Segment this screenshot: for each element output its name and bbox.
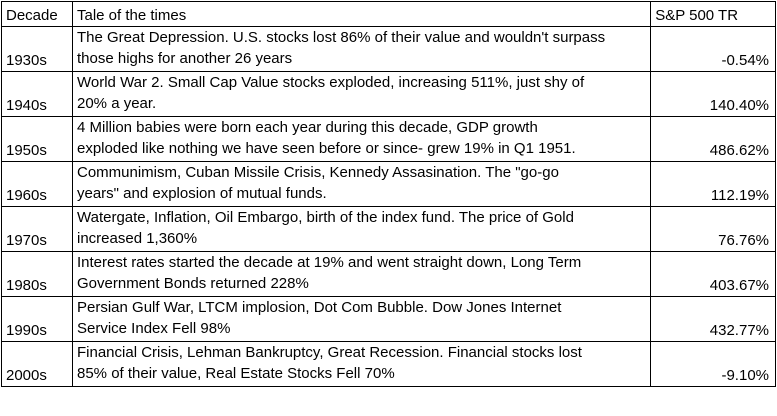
tale-cell: Financial Crisis, Lehman Bankruptcy, Gre… bbox=[71, 341, 652, 387]
tale-cell: Interest rates started the decade at 19%… bbox=[71, 251, 652, 297]
tale-cell: Watergate, Inflation, Oil Embargo, birth… bbox=[71, 206, 652, 252]
decade-cell: 1980s bbox=[1, 251, 73, 297]
tale-line: exploded like nothing we have seen befor… bbox=[77, 140, 576, 157]
return-cell: -9.10% bbox=[650, 341, 776, 387]
tale-cell: Communimism, Cuban Missile Crisis, Kenne… bbox=[71, 161, 652, 207]
header-row: Decade Tale of the times S&P 500 TR bbox=[1, 1, 776, 27]
return-cell: 112.19% bbox=[650, 161, 776, 207]
table-row: 1970s Watergate, Inflation, Oil Embargo,… bbox=[1, 206, 776, 252]
decade-cell: 1950s bbox=[1, 116, 73, 162]
return-cell: 403.67% bbox=[650, 251, 776, 297]
tale-cell: World War 2. Small Cap Value stocks expl… bbox=[71, 71, 652, 117]
tale-line: Government Bonds returned 228% bbox=[77, 275, 309, 292]
return-cell: 76.76% bbox=[650, 206, 776, 252]
decade-cell: 2000s bbox=[1, 341, 73, 387]
tale-line: 20% a year. bbox=[77, 95, 157, 112]
table-row: 1940s World War 2. Small Cap Value stock… bbox=[1, 71, 776, 117]
table-row: 1980s Interest rates started the decade … bbox=[1, 251, 776, 297]
header-decade: Decade bbox=[1, 1, 73, 27]
tale-line: those highs for another 26 years bbox=[77, 50, 293, 67]
tale-line: 85% of their value, Real Estate Stocks F… bbox=[77, 365, 395, 382]
table-body: 1930s The Great Depression. U.S. stocks … bbox=[1, 26, 776, 387]
header-tale: Tale of the times bbox=[71, 1, 652, 27]
tale-line: Interest rates started the decade at 19%… bbox=[77, 254, 582, 271]
table-header: Decade Tale of the times S&P 500 TR bbox=[1, 1, 776, 27]
tale-line: World War 2. Small Cap Value stocks expl… bbox=[77, 74, 585, 91]
decade-returns-table: Decade Tale of the times S&P 500 TR 1930… bbox=[1, 1, 776, 387]
return-cell: 486.62% bbox=[650, 116, 776, 162]
decade-cell: 1960s bbox=[1, 161, 73, 207]
return-cell: -0.54% bbox=[650, 26, 776, 72]
tale-line: Service Index Fell 98% bbox=[77, 320, 231, 337]
tale-line: Financial Crisis, Lehman Bankruptcy, Gre… bbox=[77, 344, 582, 361]
tale-line: Watergate, Inflation, Oil Embargo, birth… bbox=[77, 209, 574, 226]
table-row: 2000s Financial Crisis, Lehman Bankruptc… bbox=[1, 341, 776, 387]
decade-cell: 1970s bbox=[1, 206, 73, 252]
tale-line: Persian Gulf War, LTCM implosion, Dot Co… bbox=[77, 299, 562, 316]
tale-cell: The Great Depression. U.S. stocks lost 8… bbox=[71, 26, 652, 72]
table-row: 1960s Communimism, Cuban Missile Crisis,… bbox=[1, 161, 776, 207]
tale-line: The Great Depression. U.S. stocks lost 8… bbox=[77, 29, 606, 46]
header-return: S&P 500 TR bbox=[650, 1, 776, 27]
table-row: 1950s 4 Million babies were born each ye… bbox=[1, 116, 776, 162]
tale-cell: Persian Gulf War, LTCM implosion, Dot Co… bbox=[71, 296, 652, 342]
return-cell: 140.40% bbox=[650, 71, 776, 117]
decade-cell: 1930s bbox=[1, 26, 73, 72]
decade-cell: 1990s bbox=[1, 296, 73, 342]
table-row: 1990s Persian Gulf War, LTCM implosion, … bbox=[1, 296, 776, 342]
tale-line: 4 Million babies were born each year dur… bbox=[77, 119, 538, 136]
tale-line: increased 1,360% bbox=[77, 230, 198, 247]
tale-line: years" and explosion of mutual funds. bbox=[77, 185, 327, 202]
tale-line: Communimism, Cuban Missile Crisis, Kenne… bbox=[77, 164, 559, 181]
return-cell: 432.77% bbox=[650, 296, 776, 342]
tale-cell: 4 Million babies were born each year dur… bbox=[71, 116, 652, 162]
table-row: 1930s The Great Depression. U.S. stocks … bbox=[1, 26, 776, 72]
decade-cell: 1940s bbox=[1, 71, 73, 117]
